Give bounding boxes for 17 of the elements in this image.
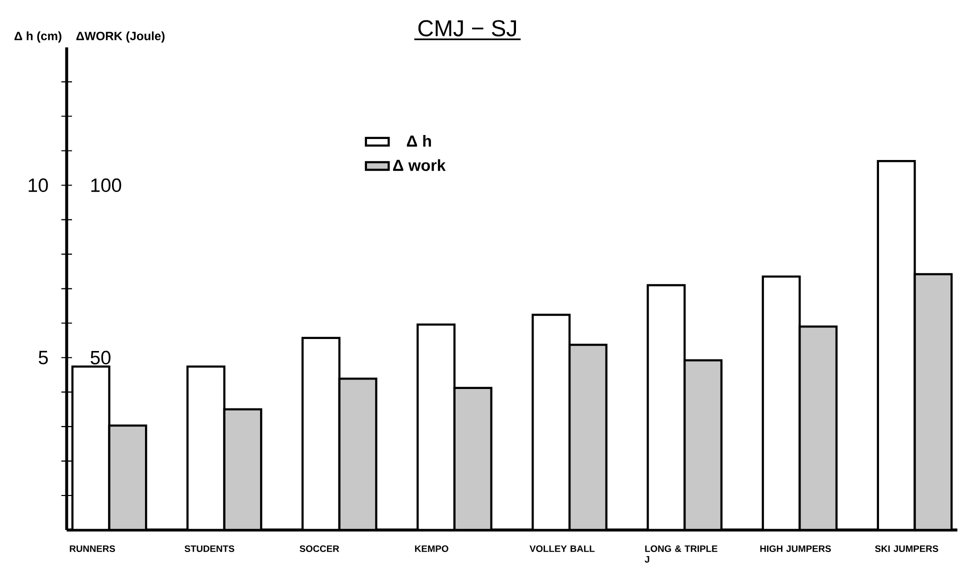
x-tick-label: LONG & TRIPLE J	[644, 545, 718, 563]
y2-tick-label: 50	[90, 350, 110, 364]
x-tick-label: SKI JUMPERS	[875, 545, 938, 552]
y-tick-label: 10	[28, 178, 48, 192]
y2-tick-label: 100	[91, 178, 122, 192]
y-axis-title: Δ h (cm)	[14, 31, 62, 43]
x-tick-label: HIGH JUMPERS	[760, 545, 831, 552]
y2-axis-title: ΔWORK (Joule)	[76, 31, 165, 43]
x-tick-label: SOCCER	[300, 545, 340, 552]
y-tick-label: 5	[38, 350, 48, 364]
x-tick-label: STUDENTS	[184, 545, 234, 552]
legend-label: Δ h	[406, 134, 431, 147]
x-tick-label: RUNNERS	[70, 545, 116, 552]
x-tick-label: KEMPO	[415, 545, 448, 552]
x-tick-label: VOLLEY BALL	[530, 545, 595, 552]
legend-label: Δ work	[393, 159, 446, 171]
chart-title: CMJ − SJ	[418, 20, 516, 36]
